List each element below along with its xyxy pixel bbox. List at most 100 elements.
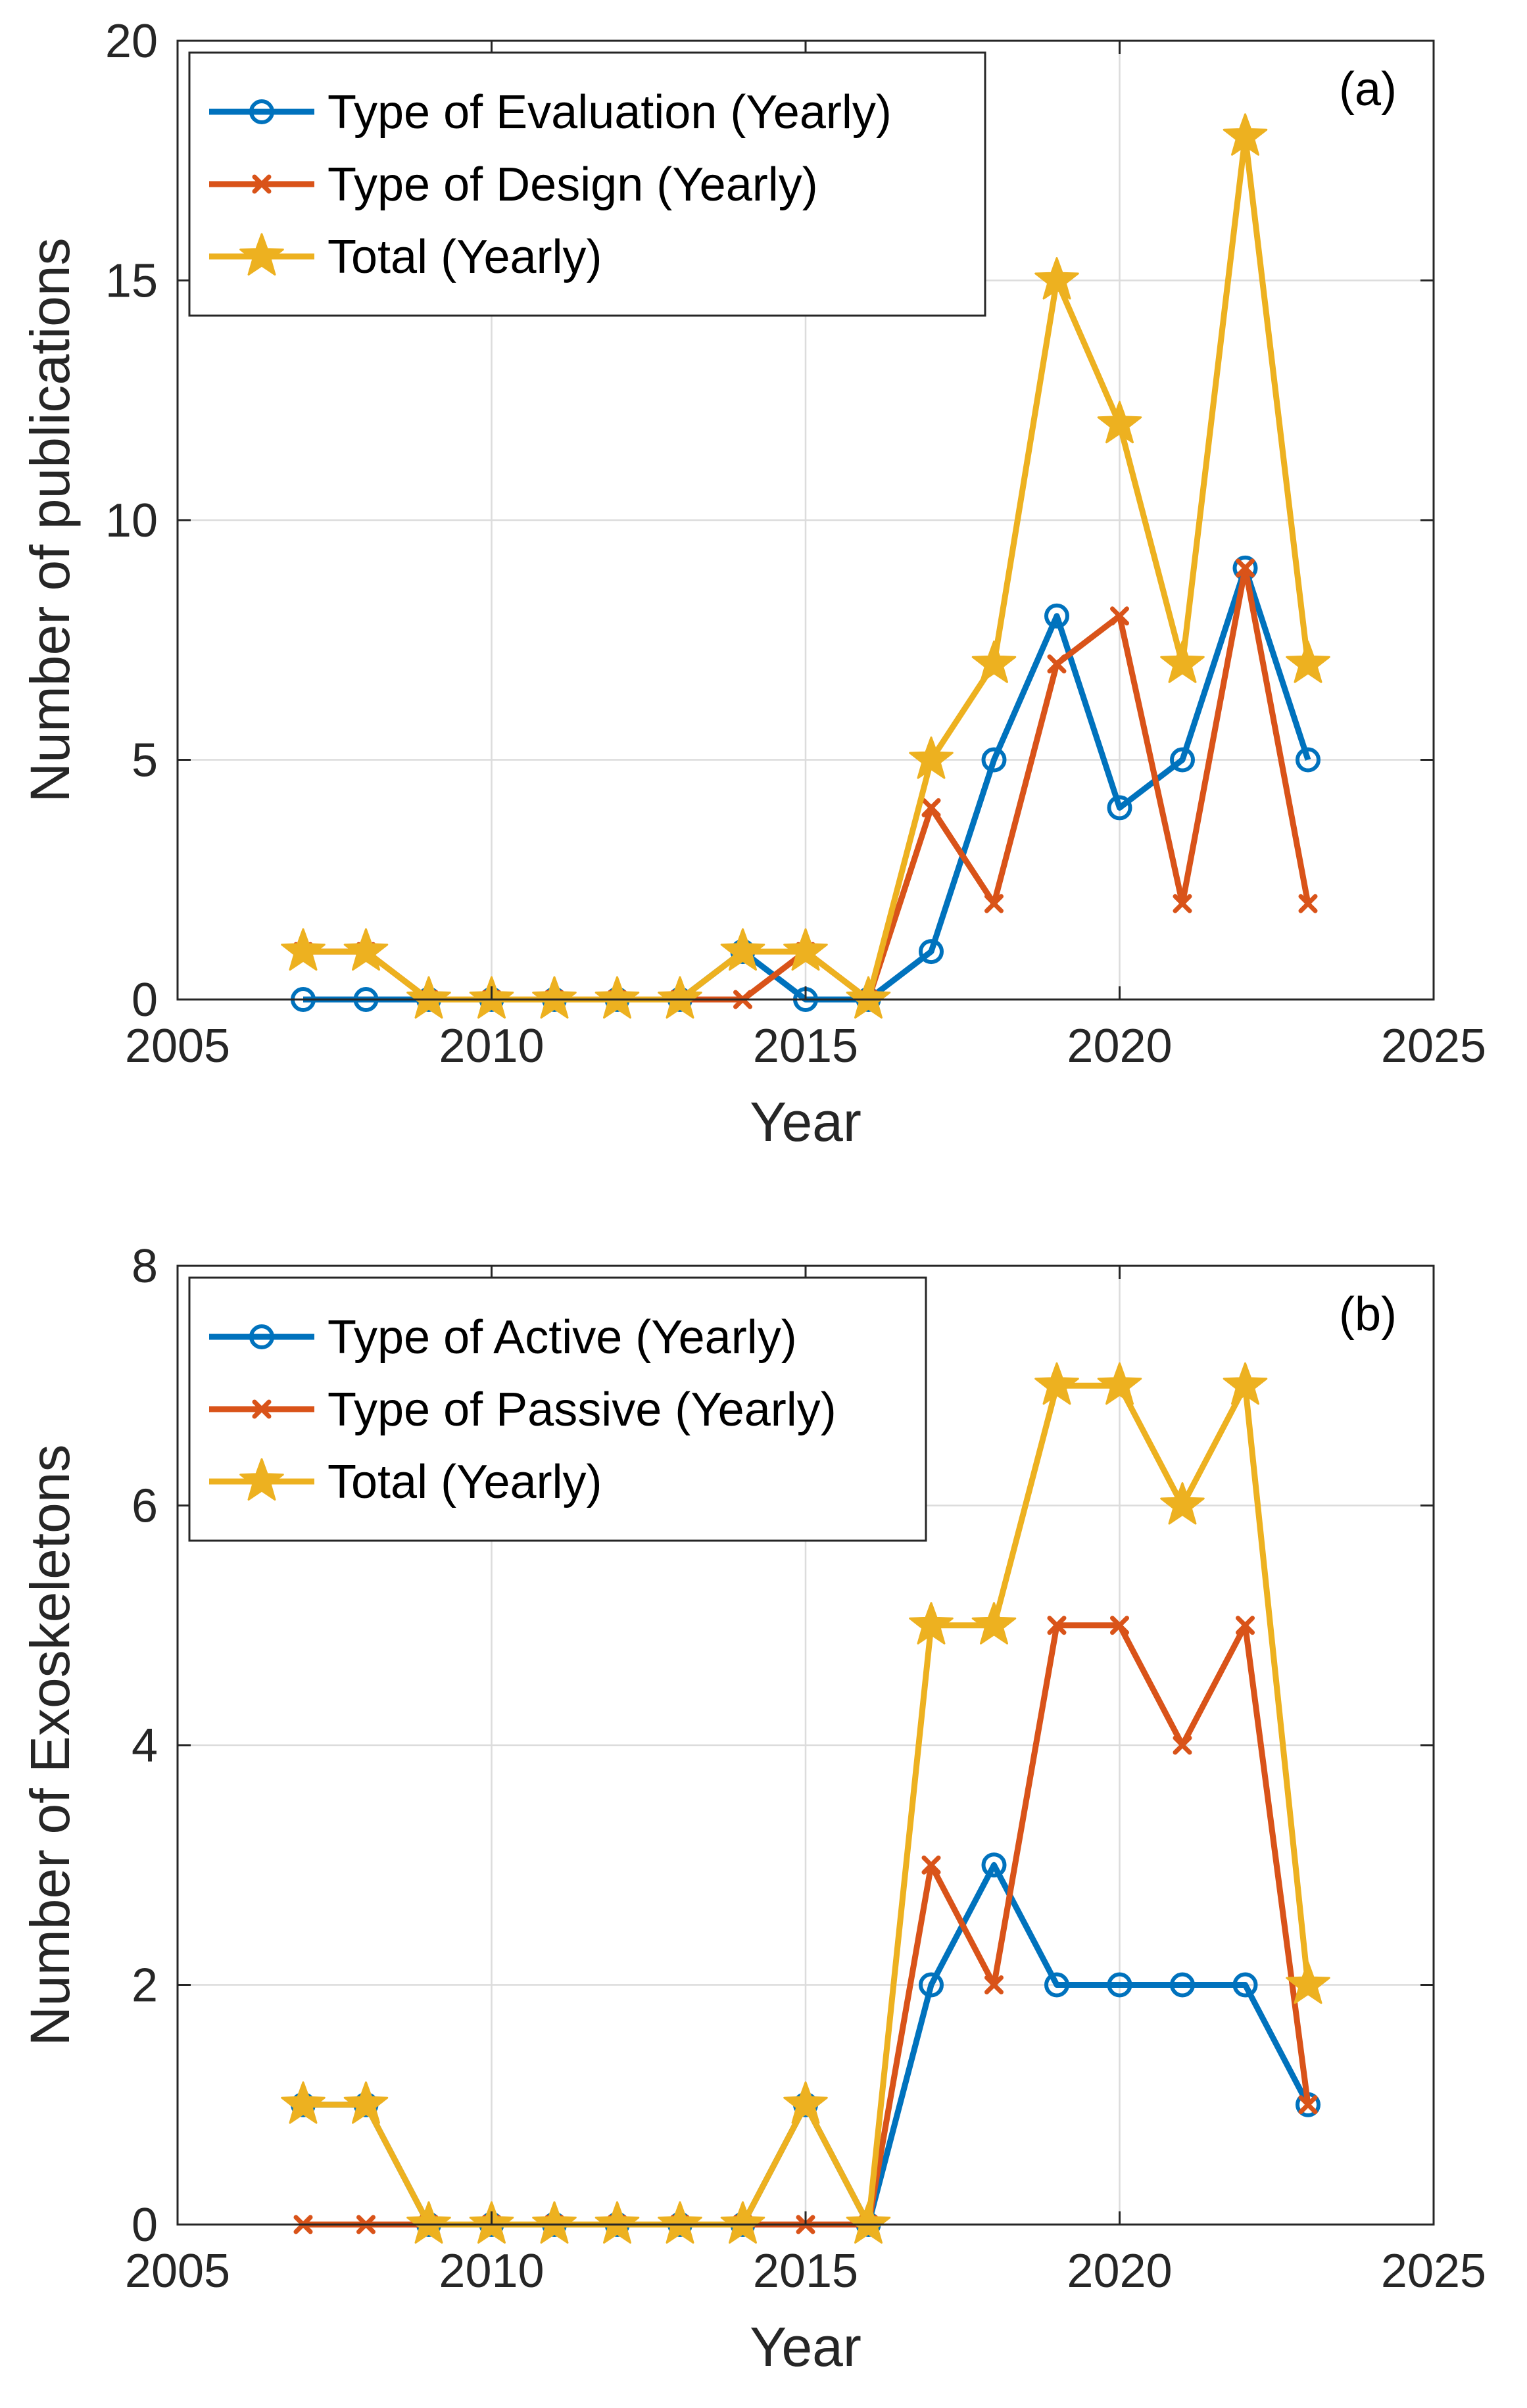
legend-label: Type of Passive (Yearly) bbox=[327, 1384, 836, 1436]
data-point bbox=[981, 747, 1007, 773]
data-point bbox=[1110, 606, 1129, 626]
y-tick-label: 0 bbox=[132, 2199, 158, 2251]
data-point bbox=[1160, 640, 1205, 683]
legend-item-0: Type of Active (Yearly) bbox=[209, 1311, 797, 1364]
legend-label: Type of Design (Yearly) bbox=[327, 158, 818, 211]
y-tick-label: 4 bbox=[132, 1720, 158, 1772]
y-tick-label: 5 bbox=[132, 734, 158, 787]
data-point bbox=[1232, 1972, 1258, 1998]
data-point bbox=[1170, 1972, 1195, 1998]
data-point bbox=[658, 976, 702, 1019]
data-point bbox=[594, 2201, 640, 2244]
data-point bbox=[971, 640, 1017, 683]
data-point bbox=[1298, 2095, 1318, 2115]
data-point bbox=[783, 928, 828, 971]
legend: Type of Active (Yearly) Type of Passive (… bbox=[188, 1276, 927, 1542]
data-point bbox=[532, 2201, 577, 2244]
data-point bbox=[1044, 603, 1069, 629]
y-tick-label: 20 bbox=[105, 15, 158, 68]
data-point bbox=[343, 928, 389, 971]
data-point bbox=[984, 1975, 1004, 1994]
y-tick-label: 10 bbox=[105, 494, 158, 547]
data-point bbox=[594, 976, 640, 1019]
data-point bbox=[1286, 640, 1330, 683]
data-point bbox=[919, 939, 944, 965]
data-point bbox=[909, 736, 954, 779]
legend-label: Total (Yearly) bbox=[327, 1456, 602, 1508]
data-point bbox=[1034, 1362, 1079, 1405]
x-tick-label: 2005 bbox=[125, 1020, 230, 1072]
data-point bbox=[1223, 113, 1268, 156]
data-point bbox=[919, 1972, 944, 1998]
legend-marker bbox=[252, 1399, 272, 1419]
x-tick-label: 2015 bbox=[753, 1020, 858, 1072]
ticks: 2005 2010 2015 2020 2025 0 2 4 6 8 bbox=[125, 1240, 1486, 2298]
legend-marker bbox=[239, 1458, 284, 1501]
data-point bbox=[1097, 1362, 1142, 1405]
x-tick-label: 2010 bbox=[439, 2245, 544, 2298]
data-point bbox=[720, 2201, 765, 2244]
data-point bbox=[1173, 894, 1192, 913]
y-tick-label: 0 bbox=[132, 974, 158, 1026]
data-point bbox=[921, 798, 941, 817]
legend-marker bbox=[249, 99, 274, 124]
legend-marker bbox=[249, 1324, 274, 1349]
ticks: 2005 2010 2015 2020 2025 0 5 10 15 20 bbox=[105, 15, 1486, 1072]
data-point bbox=[1223, 1362, 1268, 1405]
data-point bbox=[406, 2201, 451, 2244]
data-point bbox=[532, 976, 577, 1019]
data-point bbox=[1170, 747, 1195, 773]
legend-box bbox=[188, 51, 986, 317]
data-point bbox=[846, 2201, 891, 2244]
legend-label: Type of Evaluation (Yearly) bbox=[327, 86, 892, 139]
data-point bbox=[971, 1602, 1017, 1645]
legend-item-0: Type of Evaluation (Yearly) bbox=[209, 86, 892, 139]
chart-panel-a: 2005 2010 2015 2020 2025 0 5 10 15 20 Year Number o… bbox=[19, 15, 1486, 1153]
data-point bbox=[1286, 1962, 1330, 2004]
data-point bbox=[1107, 795, 1132, 821]
data-point bbox=[1034, 257, 1079, 300]
data-point bbox=[281, 928, 326, 971]
legend-item-2: Total (Yearly) bbox=[209, 1456, 602, 1508]
x-axis-label: Year bbox=[750, 1091, 861, 1153]
y-tick-label: 8 bbox=[132, 1240, 158, 1293]
legend: Type of Evaluation (Yearly) Type of Desig… bbox=[188, 51, 986, 317]
data-point bbox=[1110, 1616, 1129, 1635]
data-point bbox=[846, 976, 891, 1019]
legend-marker bbox=[239, 233, 284, 276]
x-tick-label: 2020 bbox=[1067, 1020, 1172, 1072]
x-tick-label: 2010 bbox=[439, 1020, 544, 1072]
panel-label: (a) bbox=[1339, 63, 1397, 116]
x-axis-label: Year bbox=[750, 2316, 861, 2378]
data-point bbox=[1047, 654, 1067, 674]
data-point bbox=[1107, 1972, 1132, 1998]
data-point bbox=[1097, 400, 1142, 444]
data-point bbox=[921, 1855, 941, 1875]
chart-panel-b: 2005 2010 2015 2020 2025 0 2 4 6 8 Year Number of E… bbox=[19, 1240, 1486, 2378]
data-point bbox=[1236, 1616, 1255, 1635]
y-tick-label: 15 bbox=[105, 255, 158, 308]
y-axis-label: Number of publications bbox=[19, 237, 81, 802]
data-point bbox=[1298, 894, 1318, 913]
data-point bbox=[984, 894, 1004, 913]
y-tick-label: 6 bbox=[132, 1480, 158, 1533]
data-point bbox=[783, 2081, 828, 2124]
legend-item-2: Total (Yearly) bbox=[209, 231, 602, 283]
x-tick-label: 2005 bbox=[125, 2245, 230, 2298]
data-point bbox=[1173, 1735, 1192, 1755]
y-axis-label: Number of Exoskeletons bbox=[19, 1444, 81, 2046]
legend-label: Total (Yearly) bbox=[327, 231, 602, 283]
x-tick-label: 2020 bbox=[1067, 2245, 1172, 2298]
data-point bbox=[658, 2201, 702, 2244]
data-point bbox=[909, 1602, 954, 1645]
x-tick-label: 2025 bbox=[1381, 2245, 1486, 2298]
data-point bbox=[981, 1852, 1007, 1878]
data-point bbox=[343, 2081, 389, 2124]
y-tick-label: 2 bbox=[132, 1960, 158, 2012]
data-point bbox=[1296, 747, 1321, 773]
data-point bbox=[406, 976, 451, 1019]
data-point bbox=[1236, 558, 1255, 578]
data-point bbox=[720, 928, 765, 971]
legend-item-1: Type of Passive (Yearly) bbox=[209, 1384, 836, 1436]
